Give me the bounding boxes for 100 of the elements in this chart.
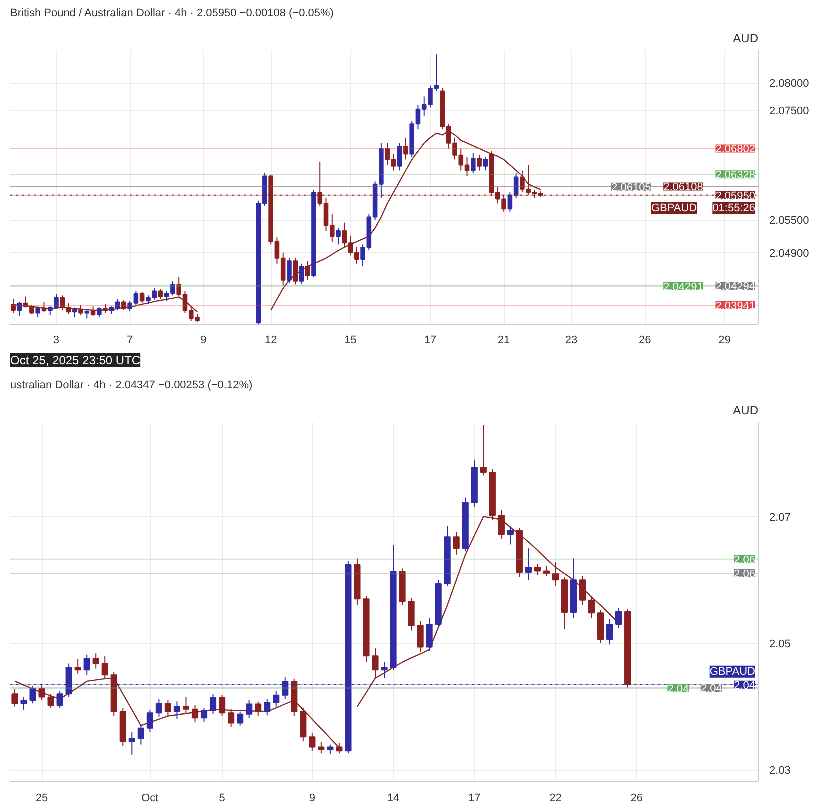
- x-tick-label: 7: [127, 334, 134, 346]
- candlestick: [12, 688, 18, 708]
- candlestick: [552, 562, 560, 587]
- y-tick-label: 2.05500: [770, 215, 810, 228]
- candlestick: [543, 566, 550, 577]
- y-axis-title: AUD: [733, 32, 759, 46]
- candlestick: [56, 690, 64, 709]
- candlestick: [397, 142, 402, 172]
- ref-line-label: GBPAUD: [710, 666, 756, 678]
- y-tick-label: 2.05: [770, 638, 791, 650]
- ref-line-label: 2.03941: [716, 300, 756, 312]
- candlestick: [156, 698, 162, 718]
- candlestick: [210, 694, 217, 715]
- x-tick-label: 25: [36, 792, 48, 804]
- candlestick: [616, 608, 622, 629]
- candlestick: [534, 564, 541, 576]
- candlestick: [305, 260, 310, 281]
- candlestick: [228, 708, 235, 728]
- x-tick-label: Oct: [142, 792, 159, 804]
- candlestick: [17, 302, 22, 316]
- candlestick: [146, 709, 154, 733]
- x-tick-label: 26: [638, 334, 652, 346]
- candlestick: [507, 526, 514, 546]
- y-tick-label: 2.04900: [770, 248, 810, 260]
- candlestick: [30, 686, 36, 704]
- candlestick: [426, 618, 433, 652]
- candlestick: [48, 694, 54, 709]
- candlestick: [381, 662, 388, 679]
- y-tick-label: 2.08000: [770, 78, 810, 90]
- legend-label: GBPAUD: [651, 202, 698, 214]
- candlestick: [158, 288, 164, 300]
- ref-line-label: 2.04: [668, 683, 690, 696]
- candlestick: [36, 306, 40, 318]
- candlestick: [192, 705, 199, 724]
- x-tick-label: 14: [387, 792, 400, 804]
- ref-line-label: 2.06108: [664, 182, 704, 194]
- candlestick: [404, 137, 408, 160]
- candlestick: [606, 618, 614, 646]
- candlestick: [237, 711, 244, 726]
- candlestick: [182, 696, 190, 714]
- candlestick: [218, 694, 226, 717]
- x-tick-label: 9: [309, 792, 316, 804]
- candlestick: [102, 656, 108, 679]
- candlestick: [579, 576, 586, 606]
- x-tick-label: 9: [200, 334, 207, 346]
- candlestick: [477, 154, 482, 172]
- candlestick: [293, 258, 298, 286]
- candlestick: [92, 653, 100, 670]
- candlestick: [372, 648, 379, 678]
- candlestick: [273, 690, 280, 708]
- candlestick: [38, 684, 46, 701]
- candlestick: [336, 228, 341, 246]
- x-tick-label: 17: [424, 334, 437, 346]
- x-tick-label: 23: [565, 334, 578, 346]
- candlestick: [84, 654, 90, 676]
- x-tick-label: 26: [630, 792, 643, 804]
- candlestick: [128, 732, 136, 756]
- y-tick-label: 2.07500: [770, 105, 810, 118]
- ref-line-label: 2.06105: [612, 182, 652, 194]
- candlestick: [480, 424, 487, 476]
- candlestick: [471, 152, 476, 174]
- candlestick: [417, 620, 424, 653]
- y-axis-title: AUD: [733, 404, 759, 418]
- candlestick: [246, 700, 253, 719]
- candlestick: [525, 548, 532, 581]
- x-tick-label: 22: [550, 792, 562, 804]
- candlestick: [20, 696, 28, 710]
- candlestick: [138, 724, 144, 746]
- ref-line-label: 2.06802: [716, 144, 756, 156]
- annotation: 01:55:26: [712, 202, 756, 214]
- y-tick-label: 2.07: [770, 512, 791, 524]
- ref-line-label: 2.06: [734, 554, 756, 566]
- candlestick: [97, 307, 102, 318]
- ref-line-label: 2.05950: [716, 190, 756, 202]
- candlestick: [483, 156, 488, 172]
- candlestick: [327, 744, 334, 755]
- candlestick: [140, 292, 145, 304]
- candlestick: [174, 701, 181, 720]
- candlestick: [309, 732, 316, 752]
- candlestick: [72, 307, 78, 318]
- candlestick: [255, 701, 262, 717]
- x-tick-label: 21: [498, 334, 510, 346]
- candlestick: [287, 258, 292, 284]
- x-tick-label: 12: [264, 334, 278, 346]
- candlestick: [74, 658, 82, 674]
- candlestick: [453, 532, 460, 556]
- candlestick: [200, 708, 208, 722]
- candlestick: [299, 263, 304, 285]
- chart-title: British Pound / Australian Dollar · 4h · 2.05950 −0.00108 (−0.05%): [10, 8, 334, 20]
- ref-line-label: 2.04291: [664, 281, 704, 294]
- candlestick: [318, 742, 325, 754]
- candlestick: [588, 596, 596, 619]
- ref-line-label: 2.06: [734, 568, 756, 581]
- x-tick-label: 17: [468, 792, 481, 804]
- y-tick-label: 2.03: [770, 765, 791, 778]
- text: Oct 25, 2025 23:50 UTC: [10, 354, 141, 368]
- x-tick-label: 15: [344, 334, 357, 346]
- chart-title: ustralian Dollar · 4h · 2.04347 −0.00253 (−0.12%): [10, 380, 253, 392]
- x-tick-label: 5: [219, 792, 226, 804]
- x-tick-label: 29: [718, 334, 731, 346]
